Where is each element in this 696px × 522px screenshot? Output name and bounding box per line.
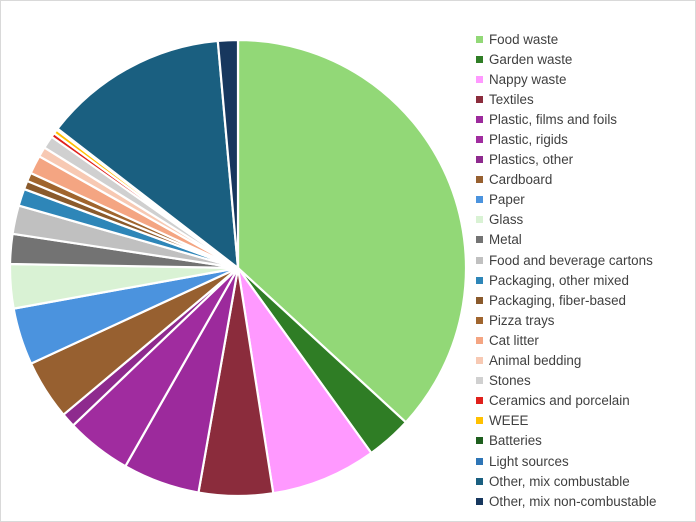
legend-label: Metal [489, 232, 522, 248]
legend-item: Other, mix combustable [476, 471, 691, 491]
legend-swatch [476, 75, 483, 83]
legend-swatch [476, 457, 483, 465]
legend-item: Plastic, rigids [476, 129, 691, 149]
legend-item: Textiles [476, 89, 691, 109]
legend-label: Cardboard [489, 172, 553, 188]
legend-swatch [476, 336, 483, 344]
legend-label: Paper [489, 192, 525, 208]
legend-item: Cat litter [476, 330, 691, 350]
legend: Food waste Garden waste Nappy waste Textile… [476, 29, 691, 511]
legend-swatch [476, 377, 483, 385]
legend-swatch [476, 497, 483, 505]
legend-swatch [476, 296, 483, 304]
legend-item: Food and beverage cartons [476, 250, 691, 270]
legend-label: Batteries [489, 433, 542, 449]
legend-label: Food waste [489, 31, 559, 47]
legend-item: Plastics, other [476, 150, 691, 170]
legend-label: Plastic, films and foils [489, 111, 617, 127]
legend-label: Packaging, other mixed [489, 272, 629, 288]
legend-label: Cat litter [489, 332, 539, 348]
legend-label: Animal bedding [489, 353, 582, 369]
legend-swatch [476, 316, 483, 324]
legend-swatch [476, 477, 483, 485]
pie-slice-other-mix-combustable [56, 39, 240, 270]
legend-swatch [476, 276, 483, 284]
legend-item: Plastic, films and foils [476, 109, 691, 129]
legend-label: Light sources [489, 453, 569, 469]
legend-label: Glass [489, 212, 524, 228]
pie-slices [8, 38, 468, 498]
legend-item: Animal bedding [476, 351, 691, 371]
legend-label: Pizza trays [489, 312, 555, 328]
legend-label: Food and beverage cartons [489, 252, 653, 268]
legend-swatch [476, 417, 483, 425]
legend-swatch [476, 95, 483, 103]
legend-item: Packaging, other mixed [476, 270, 691, 290]
legend-swatch [476, 35, 483, 43]
legend-item: Garden waste [476, 49, 691, 69]
pie-slice-nappy-waste [236, 266, 373, 495]
legend-label: Plastics, other [489, 152, 574, 168]
legend-label: Other, mix non-combustable [489, 493, 657, 509]
legend-swatch [476, 256, 483, 264]
legend-label: Textiles [489, 91, 534, 107]
legend-item: Nappy waste [476, 69, 691, 89]
legend-swatch [476, 176, 483, 184]
legend-item: Other, mix non-combustable [476, 491, 691, 511]
legend-swatch [476, 236, 483, 244]
legend-label: Nappy waste [489, 71, 567, 87]
legend-label: Stones [489, 373, 531, 389]
legend-label: Ceramics and porcelain [489, 393, 630, 409]
legend-item: Pizza trays [476, 310, 691, 330]
legend-item: Food waste [476, 29, 691, 49]
pie-slice-other-mix-non-combustable [216, 38, 240, 270]
legend-swatch [476, 357, 483, 365]
legend-item: Stones [476, 371, 691, 391]
legend-item: Packaging, fiber-based [476, 290, 691, 310]
pie-slice-food-waste [236, 38, 468, 424]
legend-swatch [476, 437, 483, 445]
legend-item: Metal [476, 230, 691, 250]
legend-item: WEEE [476, 411, 691, 431]
legend-label: Packaging, fiber-based [489, 292, 626, 308]
legend-label: Other, mix combustable [489, 473, 630, 489]
legend-label: Garden waste [489, 51, 573, 67]
legend-swatch [476, 55, 483, 63]
legend-item: Batteries [476, 431, 691, 451]
legend-item: Cardboard [476, 170, 691, 190]
legend-swatch [476, 136, 483, 144]
legend-swatch [476, 397, 483, 405]
legend-label: WEEE [489, 413, 529, 429]
legend-swatch [476, 156, 483, 164]
legend-swatch [476, 216, 483, 224]
legend-item: Glass [476, 210, 691, 230]
legend-swatch [476, 115, 483, 123]
legend-item: Light sources [476, 451, 691, 471]
legend-item: Paper [476, 190, 691, 210]
legend-item: Ceramics and porcelain [476, 391, 691, 411]
legend-label: Plastic, rigids [489, 132, 568, 148]
legend-swatch [476, 196, 483, 204]
